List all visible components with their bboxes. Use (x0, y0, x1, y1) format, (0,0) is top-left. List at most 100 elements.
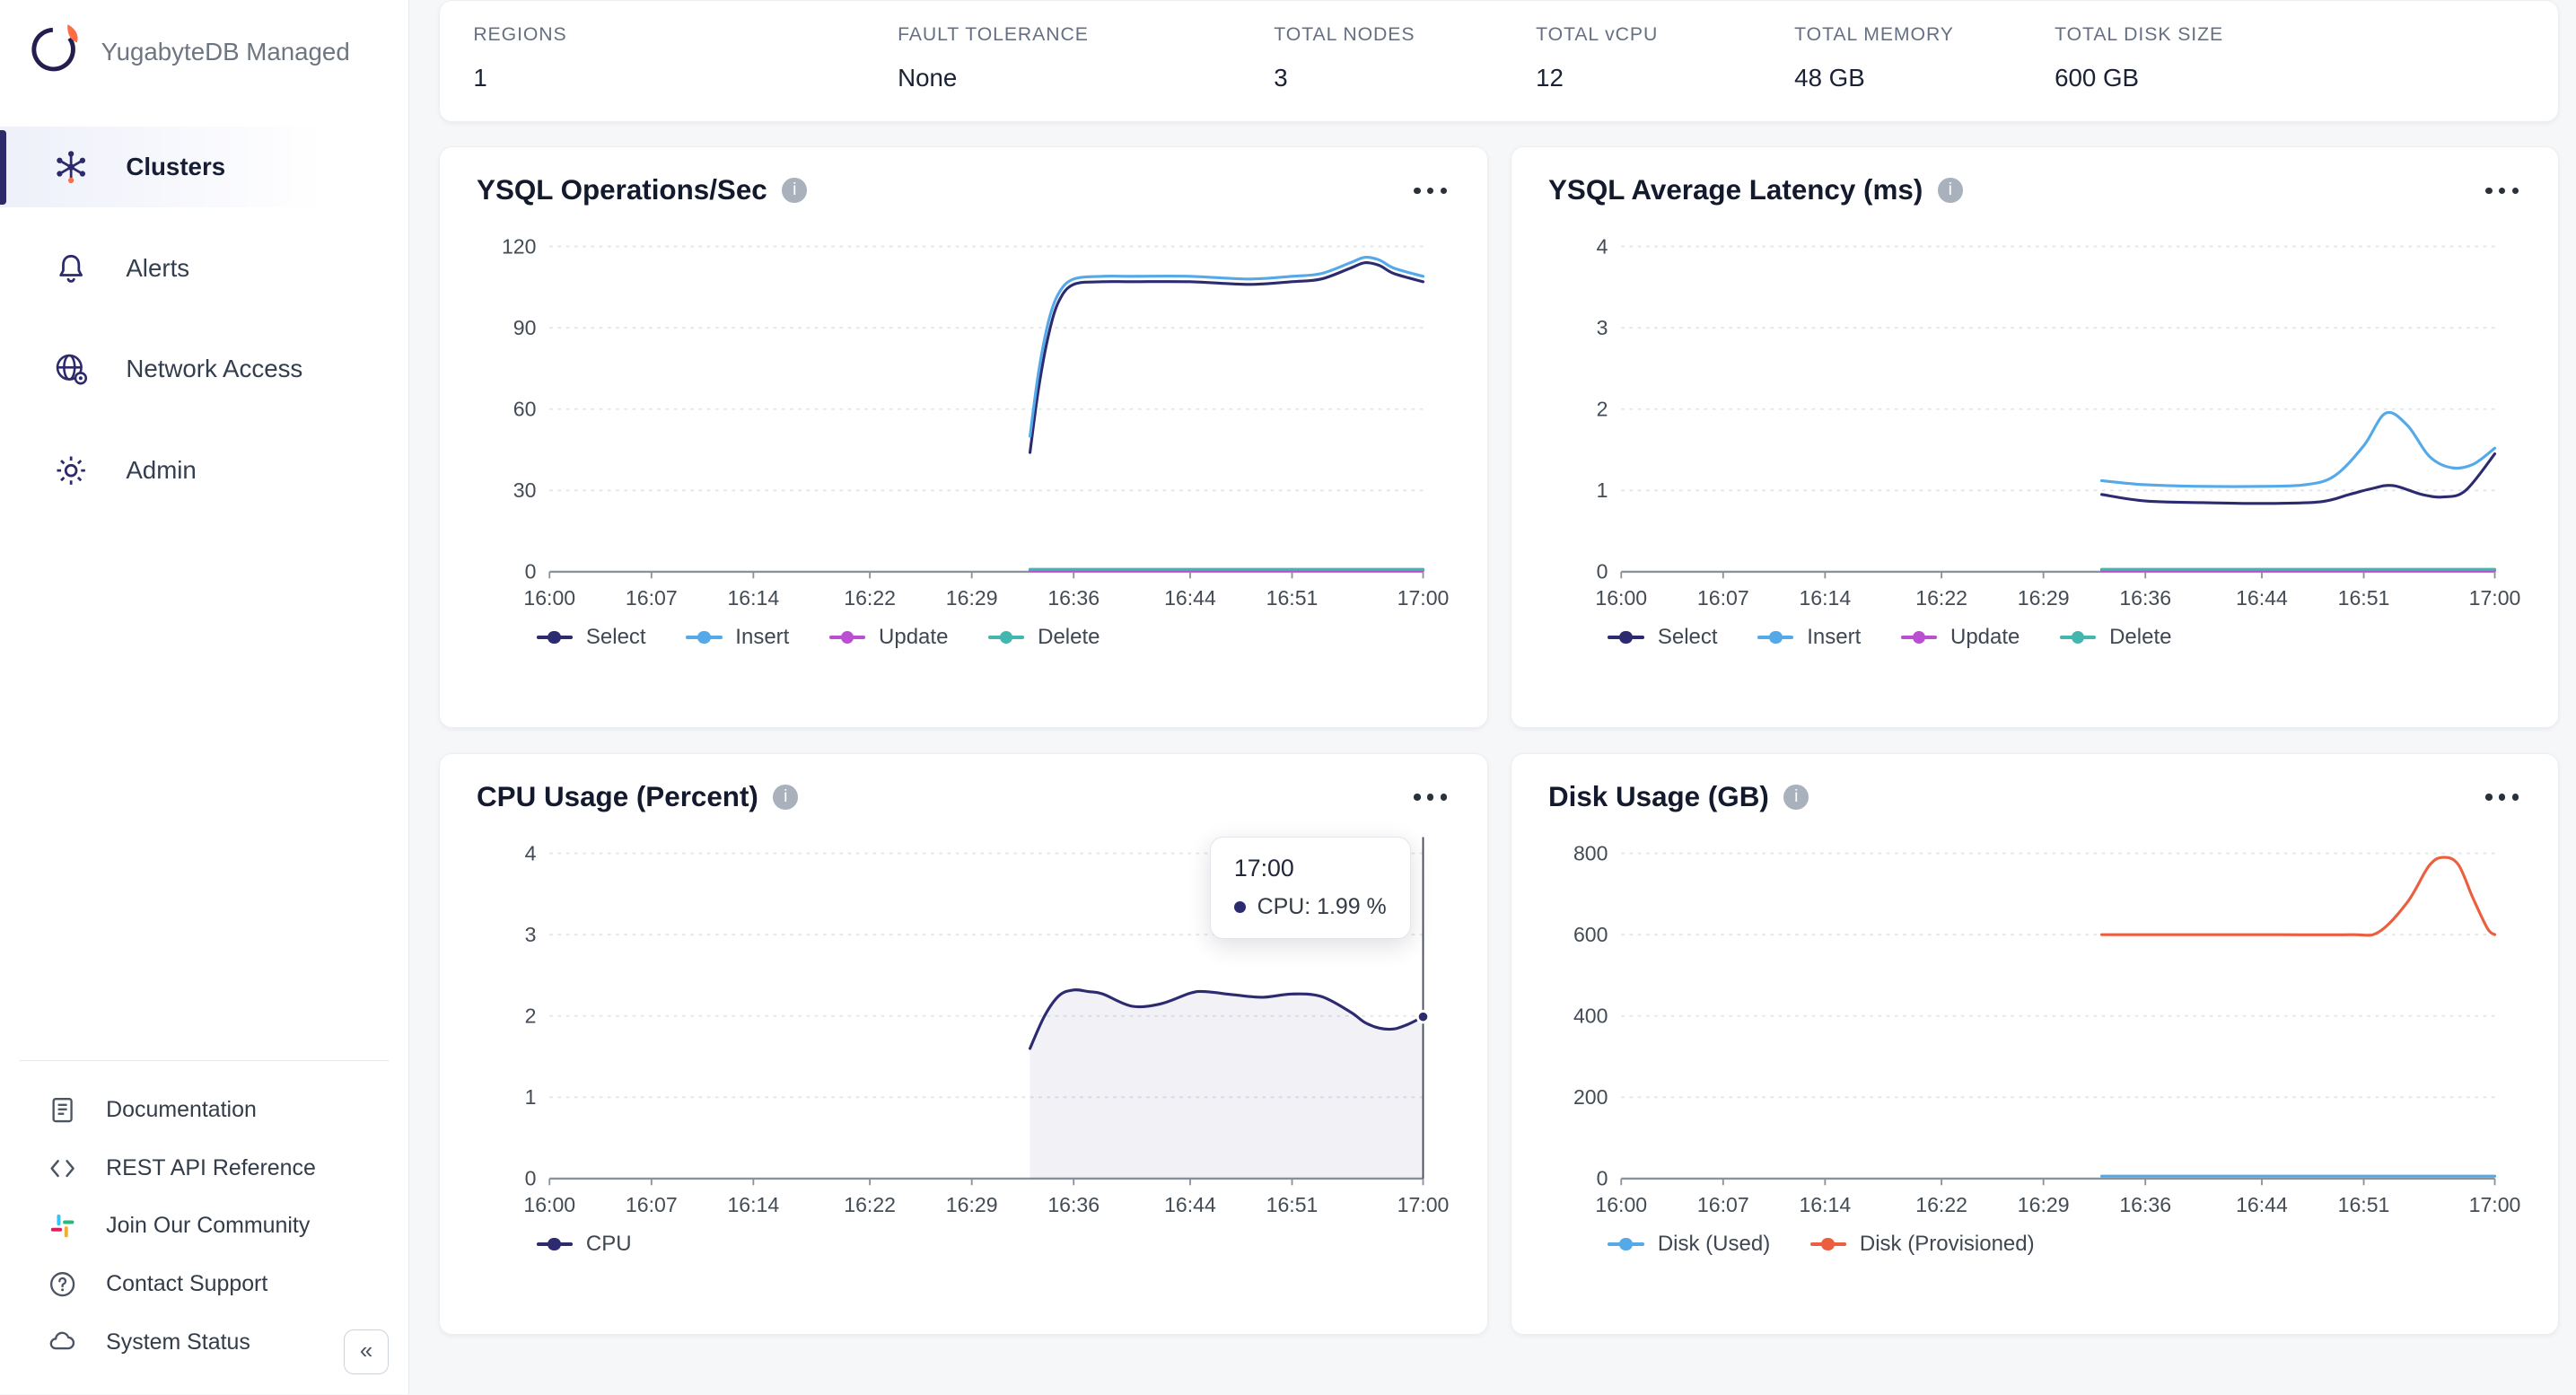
sidebar-item-label: Documentation (106, 1097, 257, 1122)
svg-text:16:29: 16:29 (946, 586, 998, 610)
legend-item[interactable]: Disk (Used) (1608, 1232, 1770, 1257)
svg-text:2: 2 (525, 1004, 537, 1027)
svg-text:30: 30 (513, 478, 537, 502)
legend-label: Update (879, 625, 949, 650)
legend-label: Insert (735, 625, 790, 650)
legend-item[interactable]: Insert (685, 625, 790, 650)
cloud-icon (47, 1326, 78, 1357)
stat-value: 1 (473, 64, 487, 92)
clusters-icon (49, 145, 92, 189)
legend-label: Delete (1038, 625, 1100, 650)
ellipsis-menu-button[interactable] (1411, 174, 1450, 207)
stat-label: TOTAL MEMORY (1794, 23, 1954, 45)
legend-item[interactable]: Delete (987, 625, 1100, 650)
svg-text:16:36: 16:36 (2119, 1193, 2171, 1216)
gear-icon (49, 449, 92, 492)
sidebar-item-contact-support[interactable]: Contact Support (0, 1255, 408, 1313)
stat-total-nodes: TOTAL NODES 3 (1274, 24, 1536, 92)
sidebar: YugabyteDB Managed (0, 0, 410, 1395)
svg-text:800: 800 (1573, 841, 1608, 864)
stat-fault-tolerance: FAULT TOLERANCE None (898, 24, 1274, 92)
svg-text:16:00: 16:00 (523, 586, 575, 610)
svg-text:16:07: 16:07 (1697, 586, 1749, 610)
legend-item[interactable]: Insert (1757, 625, 1861, 650)
svg-text:600: 600 (1573, 923, 1608, 946)
svg-text:16:44: 16:44 (1164, 586, 1216, 610)
info-icon[interactable]: i (773, 785, 799, 810)
svg-text:16:07: 16:07 (626, 1193, 678, 1216)
chart-canvas: 0 200 400 600 800 16:00 16:07 16:14 16:22 16:29 16… (1573, 841, 2520, 1216)
charts-grid: YSQL Operations/Sec i 0 30 60 90 120 16:00 16:… (439, 146, 2560, 1336)
chart-card-cpu-usage: CPU Usage (Percent) i 0 1 2 3 4 16:00 16:07 16:… (439, 753, 1488, 1336)
stat-regions: REGIONS 1 (473, 24, 898, 92)
sidebar-item-community[interactable]: Join Our Community (0, 1197, 408, 1255)
svg-text:0: 0 (1597, 560, 1608, 583)
svg-text:17:00: 17:00 (2469, 586, 2521, 610)
chart-legend: Select Insert Update Delete (1548, 625, 2522, 650)
ellipsis-menu-button[interactable] (1411, 781, 1450, 814)
document-icon (47, 1094, 78, 1126)
brand[interactable]: YugabyteDB Managed (0, 0, 408, 110)
card-header: Disk Usage (GB) i (1548, 781, 2522, 814)
legend-item[interactable]: Select (1608, 625, 1718, 650)
info-icon[interactable]: i (1783, 785, 1809, 810)
card-header: YSQL Average Latency (ms) i (1548, 174, 2522, 207)
legend-item[interactable]: Update (828, 625, 949, 650)
sidebar-spacer (0, 531, 408, 1061)
legend-label: Update (1950, 625, 2020, 650)
sidebar-divider (20, 1060, 389, 1061)
slack-icon (47, 1210, 78, 1241)
sidebar-item-label: Admin (126, 456, 197, 485)
stat-total-disk-size: TOTAL DISK SIZE 600 GB (2055, 24, 2525, 92)
sidebar-item-alerts[interactable]: Alerts (0, 228, 408, 309)
legend-item[interactable]: Delete (2059, 625, 2172, 650)
sidebar-item-clusters[interactable]: Clusters (0, 126, 409, 208)
svg-text:16:44: 16:44 (2236, 1193, 2288, 1216)
svg-text:60: 60 (513, 398, 537, 421)
svg-text:4: 4 (525, 841, 537, 864)
info-icon[interactable]: i (1937, 178, 1963, 204)
card-header: YSQL Operations/Sec i (477, 174, 1450, 207)
stat-value: 12 (1536, 64, 1564, 92)
stat-label: FAULT TOLERANCE (898, 23, 1089, 45)
legend-swatch-icon (1757, 629, 1794, 645)
legend-item[interactable]: Select (536, 625, 646, 650)
legend-item[interactable]: Disk (Provisioned) (1809, 1232, 2035, 1257)
sidebar-item-documentation[interactable]: Documentation (0, 1081, 408, 1139)
legend-swatch-icon (1809, 1236, 1847, 1252)
svg-text:16:51: 16:51 (1266, 1193, 1319, 1216)
legend-swatch-icon (1608, 629, 1645, 645)
legend-label: Select (1657, 625, 1718, 650)
chart-legend: Select Insert Update Delete (477, 625, 1450, 650)
sidebar-footer-nav: Documentation REST API Reference Join (0, 1081, 408, 1371)
ellipsis-menu-button[interactable] (2483, 781, 2522, 814)
stat-label: TOTAL DISK SIZE (2055, 23, 2224, 45)
chart-card-ysql-latency: YSQL Average Latency (ms) i 0 1 2 3 4 16:00 16… (1511, 146, 2560, 729)
legend-label: Delete (2109, 625, 2172, 650)
legend-swatch-icon (987, 629, 1025, 645)
info-icon[interactable]: i (782, 178, 808, 204)
sidebar-item-network-access[interactable]: Network Access (0, 329, 408, 409)
stat-label: REGIONS (473, 23, 567, 45)
chart-canvas: 0 1 2 3 4 16:00 16:07 16:14 16:22 16:29 16:36 16:44… (1595, 234, 2521, 610)
chart-title: YSQL Average Latency (ms) (1547, 174, 1923, 206)
collapse-sidebar-button[interactable]: « (344, 1329, 389, 1374)
ellipsis-menu-button[interactable] (2483, 174, 2522, 207)
stat-value: None (898, 64, 958, 92)
svg-text:16:51: 16:51 (1266, 586, 1319, 610)
sidebar-item-system-status[interactable]: System Status (0, 1313, 408, 1372)
svg-text:0: 0 (1597, 1167, 1608, 1190)
legend-label: Select (585, 625, 646, 650)
legend-item[interactable]: Update (1900, 625, 2020, 650)
legend-label: CPU (585, 1231, 632, 1256)
svg-text:16:29: 16:29 (2018, 586, 2070, 610)
svg-text:120: 120 (502, 234, 537, 258)
sidebar-item-admin[interactable]: Admin (0, 430, 408, 511)
sidebar-item-rest-api[interactable]: REST API Reference (0, 1139, 408, 1198)
svg-text:16:22: 16:22 (1915, 1193, 1967, 1216)
legend-item[interactable]: CPU (536, 1231, 632, 1257)
svg-text:0: 0 (525, 1167, 537, 1190)
question-circle-icon (47, 1268, 78, 1300)
stat-total-vcpu: TOTAL vCPU 12 (1536, 24, 1794, 92)
